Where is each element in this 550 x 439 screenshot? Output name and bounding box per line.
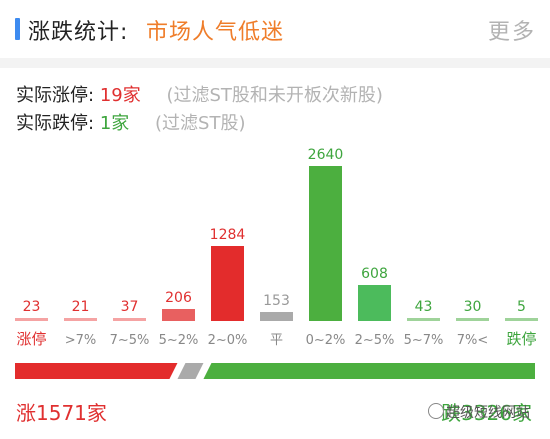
- bar-9: [456, 318, 489, 321]
- limit-down-label: 实际跌停:: [16, 113, 95, 134]
- category-label-6: 0~2%: [306, 333, 346, 348]
- category-label-3: 5~2%: [159, 333, 199, 348]
- bar-5: [260, 312, 293, 321]
- category-label-0: 涨停: [16, 330, 46, 348]
- header: 涨跌统计: 市场人气低迷 更多: [0, 0, 550, 58]
- value-label-4: 1284: [210, 227, 246, 243]
- market-sentiment-status: 市场人气低迷: [146, 20, 285, 45]
- value-label-5: 153: [263, 293, 290, 309]
- category-label-7: 2~5%: [355, 333, 395, 348]
- value-label-1: 21: [72, 299, 90, 315]
- section-title: 涨跌统计:: [28, 20, 129, 45]
- value-label-8: 43: [415, 299, 433, 315]
- limit-down-stat: 实际跌停: 1家 (过滤ST股): [16, 109, 245, 135]
- more-link[interactable]: 更多: [487, 20, 536, 45]
- limit-down-value: 1家: [99, 113, 130, 134]
- value-label-6: 2640: [308, 147, 344, 163]
- value-label-0: 23: [23, 299, 41, 315]
- limit-down-note: (过滤ST股): [155, 113, 246, 134]
- value-label-3: 206: [165, 290, 192, 306]
- category-label-9: 7%<: [457, 333, 489, 348]
- bar-0: [15, 318, 48, 321]
- bar-1: [64, 318, 97, 321]
- limit-up-stat: 实际涨停: 19家 (过滤ST股和未开板次新股): [16, 81, 383, 107]
- ratio-bar-up: [15, 363, 178, 379]
- title-accent-bar: [15, 18, 20, 40]
- down-count-text: 跌3326家: [441, 401, 532, 425]
- category-label-1: >7%: [65, 333, 97, 348]
- category-label-5: 平: [270, 333, 283, 348]
- value-label-9: 30: [464, 299, 482, 315]
- category-label-4: 2~0%: [208, 333, 248, 348]
- section-divider: [0, 58, 550, 68]
- category-label-2: 7~5%: [110, 333, 150, 348]
- bar-7: [358, 285, 391, 321]
- wechat-icon: [428, 403, 444, 419]
- category-label-10: 跌停: [506, 330, 536, 348]
- up-count-text: 涨1571家: [16, 401, 107, 425]
- watermark-text: 超级短线网站: [446, 405, 530, 421]
- bar-4: [211, 246, 244, 321]
- bar-3: [162, 309, 195, 321]
- bar-8: [407, 318, 440, 321]
- limit-up-value: 19家: [99, 85, 141, 106]
- category-label-8: 5~7%: [404, 333, 444, 348]
- bar-2: [113, 318, 146, 321]
- distribution-chart: 23 涨停 21 >7% 37 7~5% 206 5~2% 1284 2~0% 153 平 2640 0~…: [15, 147, 538, 379]
- bar-10: [505, 318, 538, 321]
- limit-up-note: (过滤ST股和未开板次新股): [166, 85, 383, 106]
- ratio-bar-flat: [177, 363, 204, 379]
- value-label-10: 5: [517, 299, 526, 315]
- ratio-bar-down: [203, 363, 535, 379]
- value-label-7: 608: [361, 266, 388, 282]
- bar-6: [309, 166, 342, 321]
- limit-up-label: 实际涨停:: [16, 85, 95, 106]
- value-label-2: 37: [121, 299, 139, 315]
- watermark: 超级短线网站: [428, 402, 530, 422]
